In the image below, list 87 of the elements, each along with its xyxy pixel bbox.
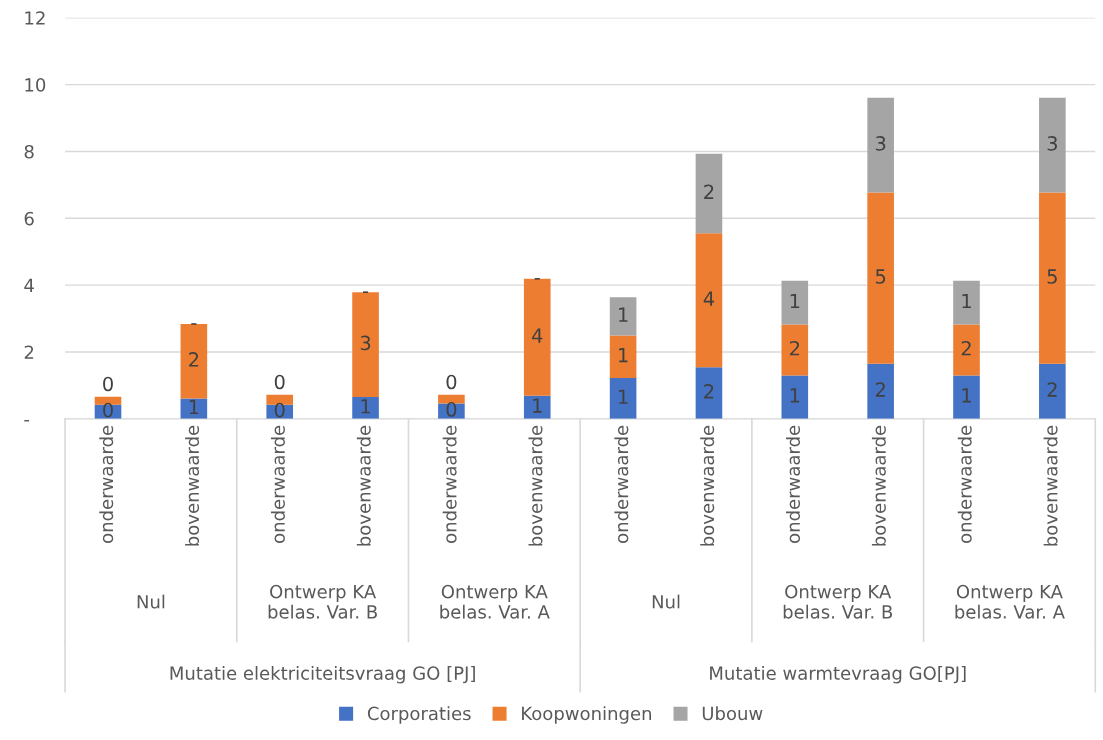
data-label: 0 <box>103 402 113 418</box>
bar <box>953 375 980 419</box>
data-label: 3 <box>1047 136 1057 151</box>
data-label: 2 <box>704 384 714 399</box>
bar <box>867 97 894 193</box>
data-label: 5 <box>1047 269 1057 284</box>
bar <box>352 397 379 419</box>
data-label: 1 <box>790 388 800 403</box>
data-label: - <box>363 291 369 293</box>
y-tick-label: 12 <box>25 11 45 25</box>
text: Ontwerp KA belas. Var. B <box>783 584 893 619</box>
y-tick-label: 2 <box>24 345 34 359</box>
data-label: 0 <box>274 402 285 418</box>
data-label: - <box>534 278 540 280</box>
bar <box>94 396 122 405</box>
bar <box>352 292 379 398</box>
bar <box>695 367 723 419</box>
bar <box>523 278 551 396</box>
text: Ontwerp KA belas. Var. A <box>955 584 1065 619</box>
bar <box>953 324 980 376</box>
data-label: 2 <box>1047 382 1057 397</box>
x-tick-label: bovenwaarde <box>1043 425 1058 546</box>
text: Nul <box>652 594 680 609</box>
text: Ontwerp KA belas. Var. B <box>268 584 377 619</box>
text: Mutatie elektriciteitsvraag GO [PJ] <box>170 665 475 684</box>
data-label: 0 <box>103 376 113 392</box>
data-label: 5 <box>875 269 886 284</box>
data-label: 2 <box>704 184 714 199</box>
text: Nul <box>137 594 165 609</box>
x-tick-label: bovenwaarde <box>185 425 200 546</box>
bar <box>609 335 637 379</box>
data-label: 2 <box>189 352 199 367</box>
data-label: 1 <box>361 399 370 414</box>
bar <box>1039 363 1066 419</box>
data-label: 3 <box>360 335 371 351</box>
bar <box>1039 97 1066 193</box>
data-label: 1 <box>619 348 628 363</box>
y-tick-label: 10 <box>25 78 46 92</box>
legend-label: Koopwoningen <box>522 706 651 724</box>
legend-label: Corporaties <box>367 706 471 724</box>
bar <box>609 378 637 419</box>
data-label: 1 <box>790 293 800 309</box>
x-tick-label: bovenwaarde <box>528 425 543 546</box>
bar <box>867 192 894 364</box>
y-tick-label: 6 <box>24 211 34 226</box>
bar <box>609 297 637 336</box>
x-tick-label: bovenwaarde <box>871 425 886 546</box>
x-tick-label: onderwaarde <box>957 425 972 543</box>
data-label: 0 <box>446 374 457 390</box>
bar <box>438 394 465 404</box>
data-label: 0 <box>446 402 457 417</box>
x-tick-label: onderwaarde <box>442 425 457 543</box>
data-label: 4 <box>532 328 543 343</box>
data-label: 1 <box>619 389 628 404</box>
y-tick-label: 4 <box>24 278 34 293</box>
legend-label: Ubouw <box>702 706 763 721</box>
data-label: 1 <box>962 293 971 309</box>
text: Mutatie warmtevraag GO[PJ] <box>710 665 966 684</box>
data-label: 2 <box>875 382 885 397</box>
x-tick-label: bovenwaarde <box>356 425 371 546</box>
data-label: 0 <box>274 374 285 390</box>
y-tick-label: 8 <box>24 144 34 159</box>
text: Ontwerp KA belas. Var. A <box>440 584 550 619</box>
data-label: 4 <box>703 291 715 306</box>
bar <box>781 280 809 325</box>
bar <box>180 323 208 399</box>
bar <box>781 324 809 376</box>
bar <box>781 375 809 419</box>
data-label: 2 <box>961 340 971 356</box>
x-tick-label: onderwaarde <box>99 425 114 543</box>
data-label: 1 <box>962 388 971 403</box>
data-label: 2 <box>790 340 800 356</box>
bar <box>867 363 894 419</box>
bar <box>695 153 723 234</box>
data-label: - <box>191 323 197 325</box>
bar <box>953 280 980 325</box>
x-tick-label: onderwaarde <box>614 425 629 543</box>
data-label: 1 <box>619 307 628 322</box>
x-tick-label: bovenwaarde <box>700 425 715 546</box>
x-tick-label: onderwaarde <box>786 425 801 543</box>
bar <box>695 233 723 368</box>
data-label: 3 <box>875 136 886 151</box>
bar <box>1039 192 1066 364</box>
x-tick-label: onderwaarde <box>270 425 285 543</box>
data-label: 1 <box>189 399 199 415</box>
y-tick-label: - <box>24 420 30 422</box>
data-label: 1 <box>533 398 542 413</box>
